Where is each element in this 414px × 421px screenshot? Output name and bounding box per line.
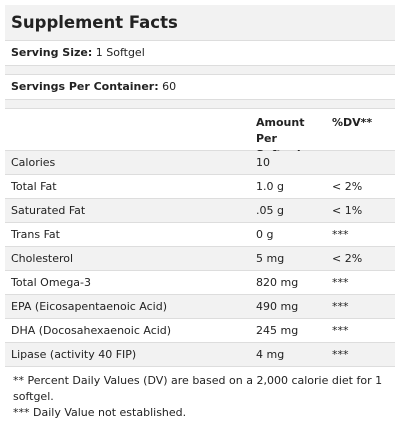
nutrient-dv: *** xyxy=(332,300,349,313)
panel-title: Supplement Facts xyxy=(5,5,395,41)
nutrient-amount: 0 g xyxy=(256,228,274,241)
nutrient-dv: *** xyxy=(332,276,349,289)
nutrient-dv: < 2% xyxy=(332,252,363,265)
section-divider xyxy=(5,100,395,109)
dv-header: %DV** xyxy=(332,116,373,129)
serving-size-value: 1 Softgel xyxy=(95,46,145,59)
nutrient-amount: 5 mg xyxy=(256,252,285,265)
servings-per-container-label: Servings Per Container: xyxy=(11,80,159,93)
nutrient-name: Saturated Fat xyxy=(11,204,86,217)
serving-size-label: Serving Size: xyxy=(11,46,93,59)
nutrient-name: Trans Fat xyxy=(11,228,60,241)
table-row: Lipase (activity 40 FIP) 4 mg *** xyxy=(5,343,395,367)
serving-size-row: Serving Size: 1 Softgel xyxy=(5,41,395,66)
nutrient-amount: .05 g xyxy=(256,204,284,217)
nutrient-dv: *** xyxy=(332,228,349,241)
nutrient-amount: 490 mg xyxy=(256,300,299,313)
servings-per-container-row: Servings Per Container: 60 xyxy=(5,75,395,100)
nutrient-amount: 245 mg xyxy=(256,324,299,337)
table-row: Saturated Fat .05 g < 1% xyxy=(5,199,395,223)
table-row: DHA (Docosahexaenoic Acid) 245 mg *** xyxy=(5,319,395,343)
table-row: Cholesterol 5 mg < 2% xyxy=(5,247,395,271)
nutrient-amount: 4 mg xyxy=(256,348,285,361)
nutrient-dv: < 2% xyxy=(332,180,363,193)
nutrient-amount: 10 xyxy=(256,156,270,169)
footnote-dv: ** Percent Daily Values (DV) are based o… xyxy=(13,374,383,403)
nutrient-dv: < 1% xyxy=(332,204,363,217)
footnote-not-established: *** Daily Value not established. xyxy=(13,406,187,419)
nutrient-name: Total Omega-3 xyxy=(11,276,92,289)
nutrient-name: EPA (Eicosapentaenoic Acid) xyxy=(11,300,168,313)
footnotes: ** Percent Daily Values (DV) are based o… xyxy=(5,367,395,421)
nutrient-amount: 820 mg xyxy=(256,276,299,289)
nutrient-dv: *** xyxy=(332,348,349,361)
nutrient-rows: Calories 10 Total Fat 1.0 g < 2% Saturated Fa… xyxy=(5,151,395,367)
servings-per-container-value: 60 xyxy=(162,80,177,93)
table-row: Calories 10 xyxy=(5,151,395,175)
nutrient-name: Calories xyxy=(11,156,56,169)
table-row: Total Fat 1.0 g < 2% xyxy=(5,175,395,199)
table-header: Amount Per Softgel %DV** xyxy=(5,109,395,161)
table-row: Trans Fat 0 g *** xyxy=(5,223,395,247)
nutrient-amount: 1.0 g xyxy=(256,180,284,193)
nutrient-name: DHA (Docosahexaenoic Acid) xyxy=(11,324,172,337)
nutrient-name: Total Fat xyxy=(11,180,57,193)
section-divider xyxy=(5,66,395,75)
table-row: EPA (Eicosapentaenoic Acid) 490 mg *** xyxy=(5,295,395,319)
table-row: Total Omega-3 820 mg *** xyxy=(5,271,395,295)
nutrient-name: Cholesterol xyxy=(11,252,74,265)
nutrient-dv: *** xyxy=(332,324,349,337)
nutrient-name: Lipase (activity 40 FIP) xyxy=(11,348,137,361)
amount-header-line1: Amount Per xyxy=(256,116,305,145)
supplement-facts-panel: Supplement Facts Serving Size: 1 Softgel… xyxy=(5,5,395,421)
